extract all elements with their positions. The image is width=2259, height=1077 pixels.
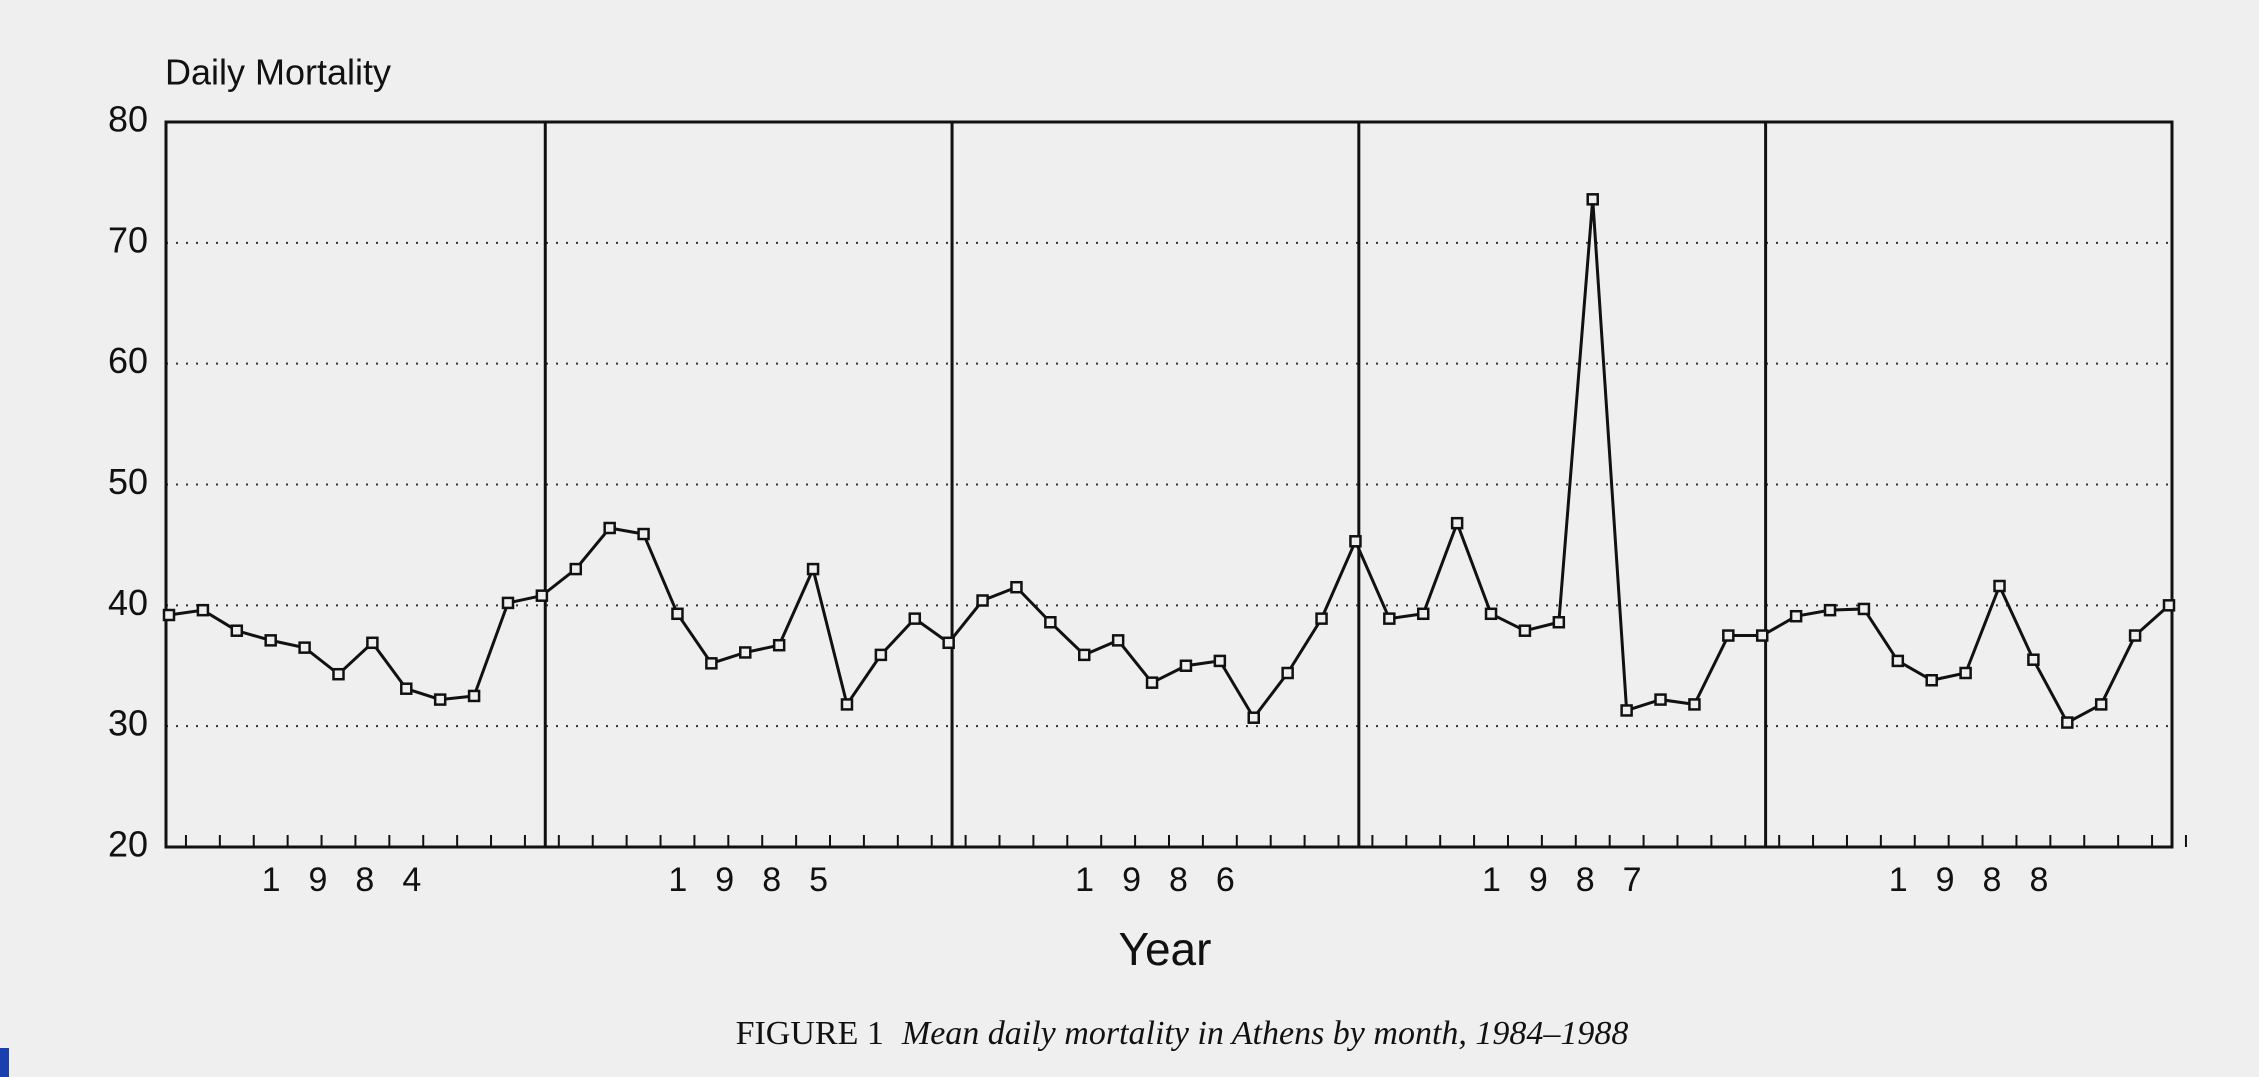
marker — [1857, 602, 1871, 616]
marker — [1078, 648, 1091, 662]
marker — [332, 667, 345, 681]
marker — [1823, 603, 1837, 617]
x-tick-label: 1986 — [1075, 861, 1263, 899]
marker — [264, 634, 277, 647]
marker — [806, 562, 820, 576]
caption-label: FIGURE 1 — [736, 1015, 884, 1052]
marker — [2128, 629, 2142, 642]
marker — [2061, 716, 2074, 729]
marker — [400, 682, 413, 695]
y-axis-title: Daily Mortality — [165, 52, 391, 93]
marker — [772, 638, 786, 652]
marker — [1518, 624, 1532, 637]
marker — [467, 689, 481, 703]
marker — [2027, 653, 2040, 666]
marker — [1688, 698, 1701, 711]
marker — [874, 648, 888, 662]
x-tick-label: 1987 — [1482, 861, 1670, 899]
marker — [501, 596, 515, 610]
marker — [1586, 193, 1599, 206]
marker — [671, 607, 684, 621]
marker — [1552, 616, 1566, 629]
marker — [1179, 659, 1193, 672]
marker — [705, 657, 718, 670]
y-tick-label: 70 — [108, 219, 148, 260]
line — [168, 199, 2170, 725]
marker — [298, 641, 311, 654]
corner-mark — [0, 1048, 9, 1077]
y-tick-label: 30 — [108, 703, 148, 744]
marker — [1959, 666, 1972, 680]
marker — [1213, 654, 1227, 668]
y-tick-label: 80 — [108, 99, 148, 140]
marker — [162, 608, 176, 622]
marker — [569, 562, 583, 576]
marker — [1993, 579, 2006, 593]
marker — [1620, 704, 1633, 717]
x-tick-label: 1984 — [262, 861, 450, 899]
marker — [1044, 616, 1057, 629]
marker — [196, 603, 210, 617]
y-tick-label: 20 — [108, 824, 148, 865]
marker — [535, 589, 549, 602]
marker — [739, 646, 752, 659]
marker — [603, 521, 616, 535]
marker — [1450, 516, 1464, 530]
marker — [1315, 612, 1328, 625]
marker — [942, 636, 955, 650]
x-tick-label: 1988 — [1889, 861, 2077, 899]
marker — [1349, 535, 1362, 548]
marker — [1484, 607, 1498, 621]
marker — [1755, 629, 1769, 642]
marker — [1145, 676, 1159, 689]
marker — [366, 636, 379, 650]
marker — [1891, 654, 1905, 668]
x-tick-label: 1985 — [668, 861, 856, 899]
marker — [1925, 674, 1938, 687]
marker — [976, 594, 989, 607]
marker — [1111, 634, 1125, 647]
caption: FIGURE 1 Mean daily mortality in Athens b… — [736, 1015, 1629, 1052]
x-axis-title: Year — [1119, 923, 1212, 975]
marker — [1247, 711, 1260, 724]
caption-text: Mean daily mortality in Athens by month,… — [901, 1015, 1629, 1052]
marker — [1010, 580, 1023, 594]
marker — [1722, 629, 1735, 642]
marker — [433, 693, 447, 706]
marker — [2162, 599, 2176, 612]
marker — [840, 698, 854, 711]
marker — [1281, 666, 1294, 680]
marker — [908, 612, 922, 625]
marker — [1654, 693, 1667, 706]
y-tick-label: 50 — [108, 461, 148, 502]
marker — [1416, 607, 1430, 621]
marker — [637, 527, 650, 541]
marker — [1789, 609, 1803, 623]
y-tick-label: 40 — [108, 582, 148, 623]
marker — [2094, 698, 2108, 711]
y-tick-label: 60 — [108, 340, 148, 381]
marker — [1383, 612, 1396, 625]
marker — [230, 624, 244, 637]
